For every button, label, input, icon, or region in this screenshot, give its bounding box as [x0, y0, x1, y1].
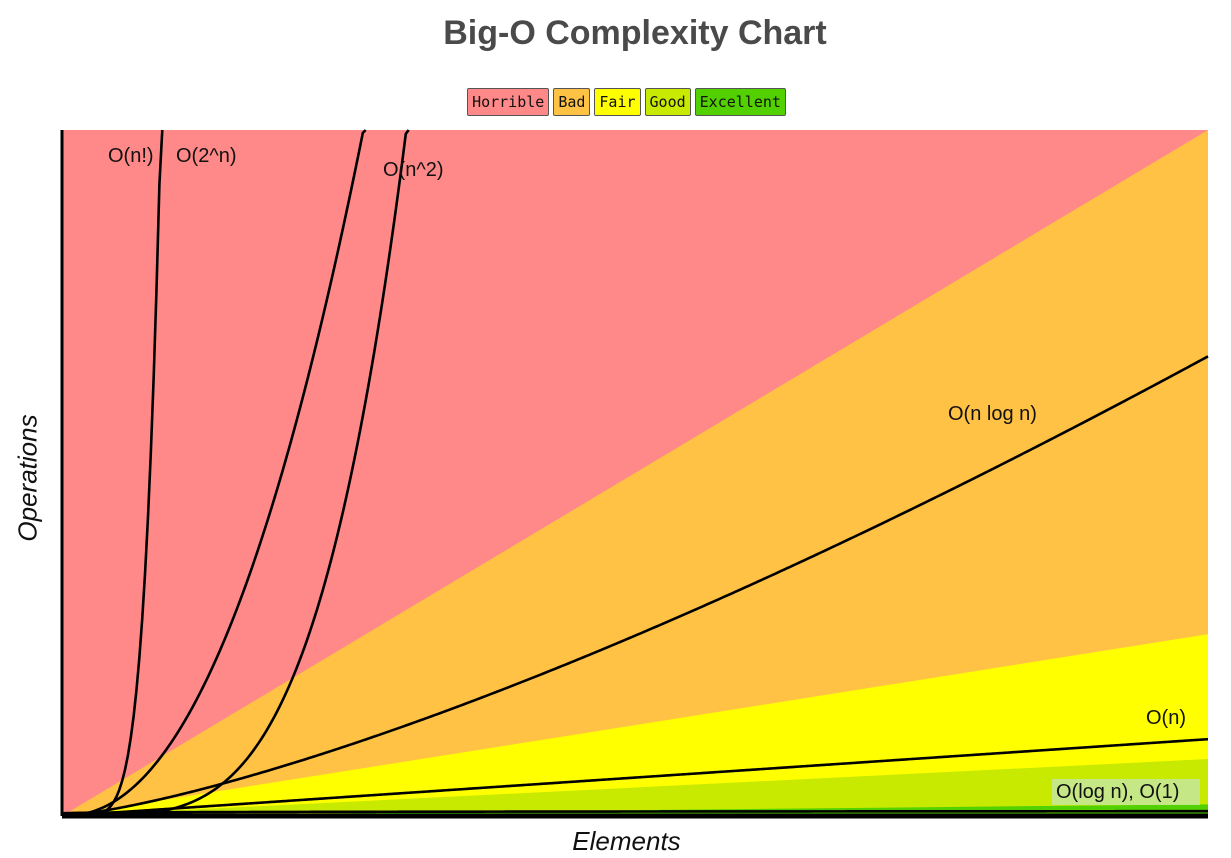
legend-item-good: Good	[644, 88, 691, 116]
y-axis-label: Operations	[12, 414, 43, 542]
legend: Horrible Bad Fair Good Excellent	[0, 88, 1231, 116]
complexity-zones	[62, 130, 1208, 816]
curve-label-background	[1052, 779, 1200, 805]
legend-item-bad: Bad	[553, 88, 591, 116]
chart-title: Big-O Complexity Chart	[443, 14, 827, 52]
curve-label-o-log-n-o-1: O(log n), O(1)	[1056, 781, 1179, 803]
curve-o-n-log-n	[61, 355, 1209, 818]
curve-labels: O(n!) O(2^n) O(n^2) O(n log n) O(n) O(log n),…	[108, 145, 1200, 805]
curve-o-n-2	[61, 129, 367, 818]
x-axis-label: Elements	[572, 826, 681, 856]
legend-item-horrible: Horrible	[467, 88, 550, 116]
curve-label-o-2-n: O(2^n)	[176, 145, 237, 167]
curve-o-log-n-o-1	[61, 809, 1208, 815]
complexity-curves	[61, 129, 1209, 818]
zone-bad	[62, 130, 1208, 816]
curve-o-n	[61, 737, 1209, 818]
curve-label-o-n-2: O(n^2)	[383, 159, 444, 181]
curve-label-o-n-log-n: O(n log n)	[948, 403, 1037, 425]
zone-good	[62, 759, 1208, 816]
axes	[60, 130, 1208, 819]
curve-label-o-n: O(n)	[1146, 707, 1186, 729]
legend-item-fair: Fair	[594, 88, 641, 116]
zone-excellent	[62, 804, 1208, 816]
zone-fair	[62, 634, 1208, 816]
curve-label-o-n: O(n!)	[108, 145, 154, 167]
legend-item-excellent: Excellent	[694, 88, 786, 116]
